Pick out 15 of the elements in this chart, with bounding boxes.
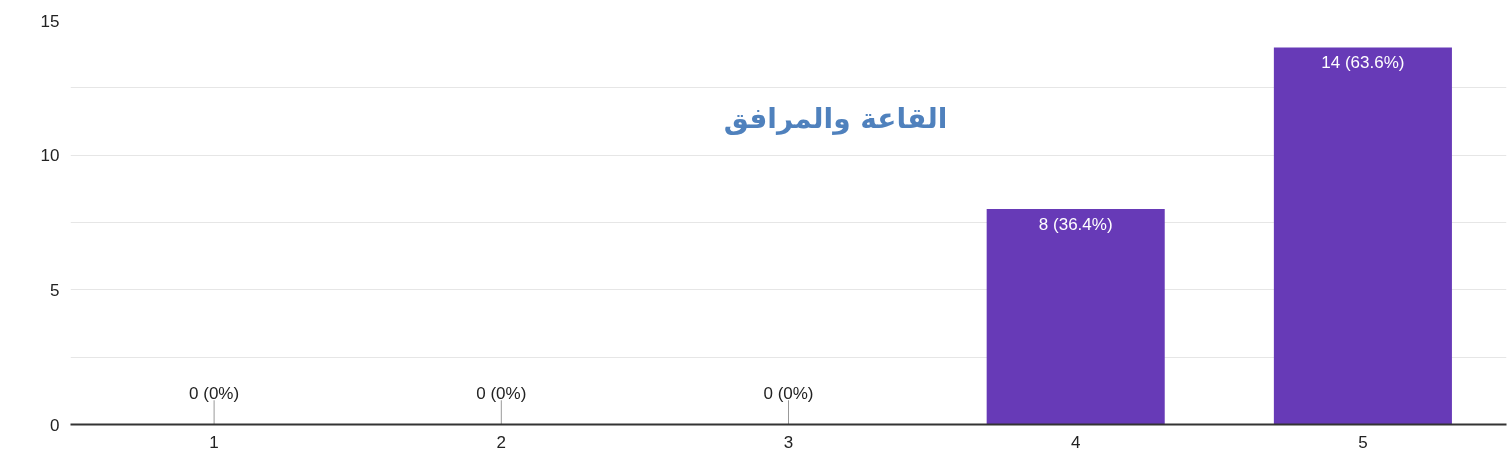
x-tick-label: 1	[209, 432, 219, 452]
y-tick-label: 0	[50, 415, 60, 435]
data-label: 8 (36.4%)	[1038, 215, 1113, 235]
data-label: 14 (63.6%)	[1321, 53, 1405, 73]
y-tick-label: 5	[50, 280, 60, 300]
x-tick-label: 5	[1358, 432, 1368, 452]
x-tick-label: 3	[783, 432, 794, 452]
text: القاعة والمرافق	[723, 101, 948, 135]
y-tick-label: 15	[40, 11, 60, 31]
y-tick-label: 10	[40, 146, 60, 166]
data-label: 0 (0%)	[763, 383, 814, 403]
x-tick-label: 4	[1070, 432, 1081, 452]
data-label: 0 (0%)	[476, 383, 527, 403]
x-tick-label: 2	[496, 432, 507, 452]
data-label: 0 (0%)	[189, 383, 240, 403]
